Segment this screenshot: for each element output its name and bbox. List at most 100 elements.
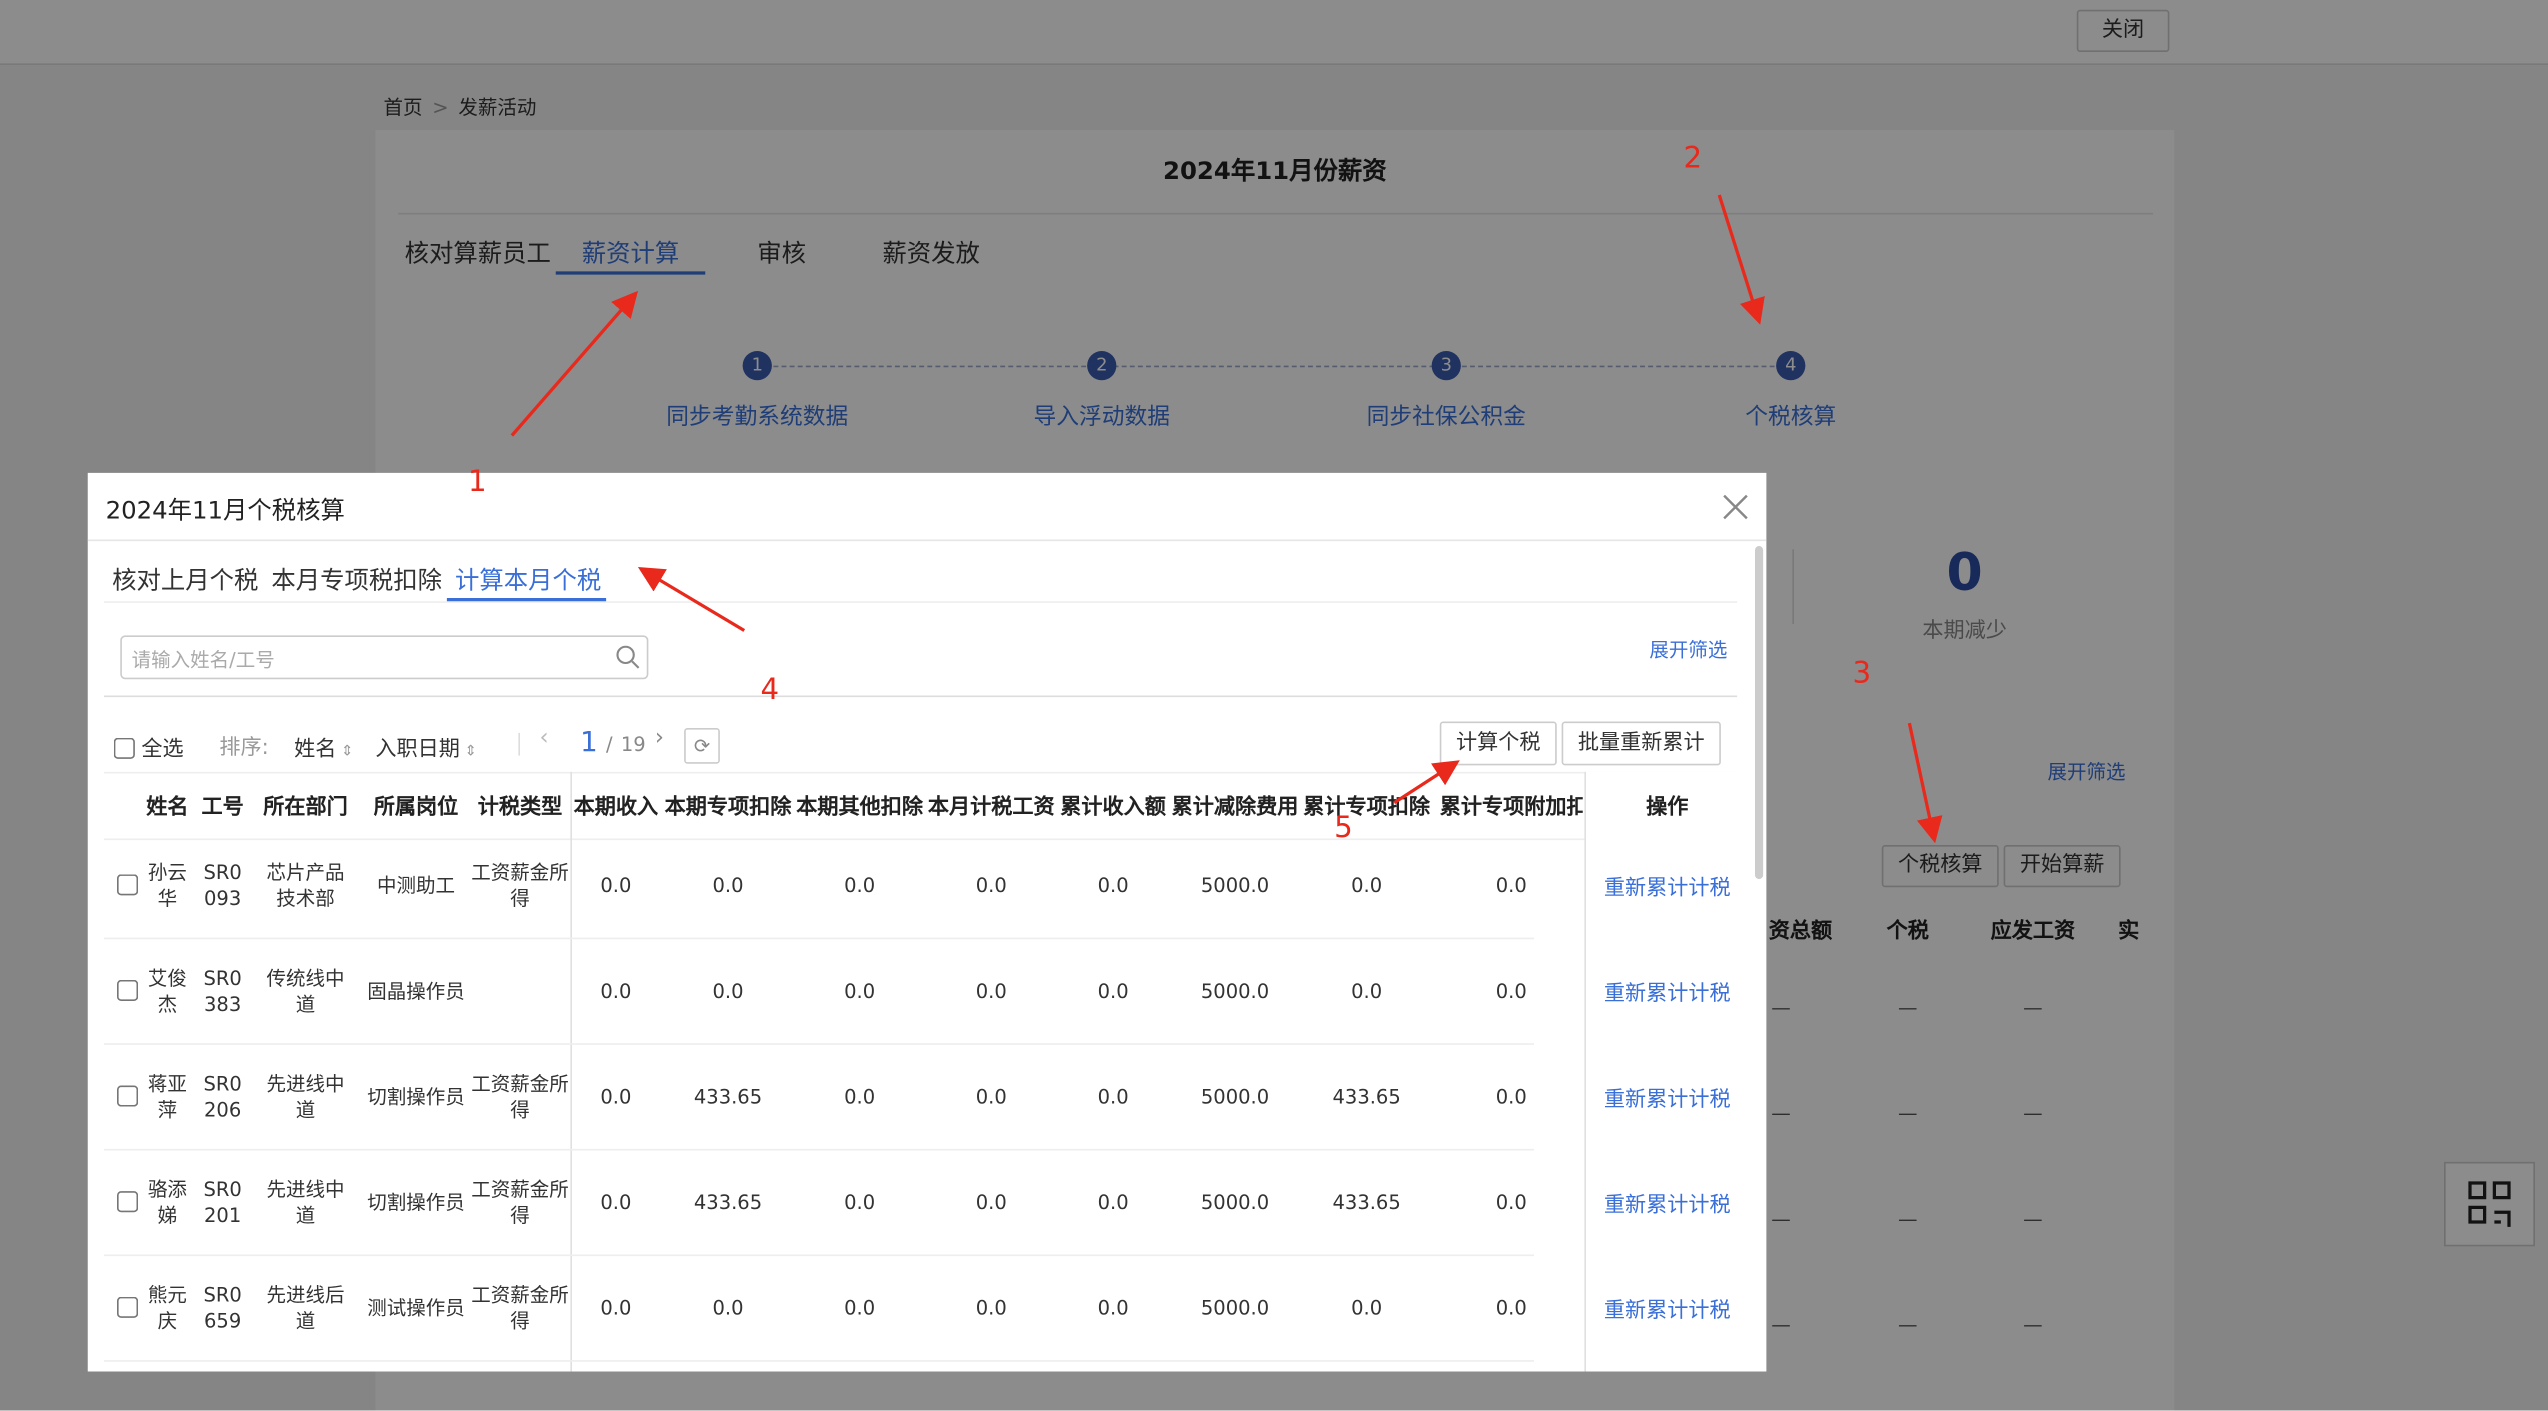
- row-action[interactable]: 重新累计计税: [1603, 982, 1731, 1007]
- search-box[interactable]: 请输入姓名/工号: [120, 635, 649, 680]
- text-cell: SR0659: [203, 1283, 242, 1333]
- value-cell: 0.0: [1097, 979, 1129, 1003]
- tab[interactable]: 薪资计算: [581, 238, 680, 269]
- row-action[interactable]: 重新累计计税: [1603, 1193, 1731, 1218]
- value-cell: 0.0: [600, 874, 632, 897]
- dialog-tab[interactable]: 核对上月个税: [112, 565, 259, 595]
- expand-filter[interactable]: 展开筛选: [2047, 760, 2126, 784]
- text-cell: 工资薪金所得: [471, 1072, 569, 1122]
- row-checkbox[interactable]: [117, 1085, 139, 1107]
- annotation: 1: [468, 464, 487, 498]
- row-divider: [104, 1254, 1534, 1257]
- calc-tax-button[interactable]: 计算个税: [1439, 721, 1557, 766]
- value-cell: 0.0: [844, 1296, 876, 1320]
- column-header: 累计减除费用: [1171, 795, 1299, 820]
- stat-value: 0: [1946, 541, 1983, 603]
- recalc-button[interactable]: 批量重新累计: [1561, 721, 1721, 766]
- text-cell: 骆添娣: [147, 1178, 187, 1227]
- text-cell: 先进线中道: [266, 1178, 345, 1227]
- page-title: 2024年11月份薪资: [1162, 156, 1387, 186]
- refresh[interactable]: ⟳: [684, 728, 720, 764]
- empty-cell: —: [1898, 996, 1918, 1019]
- empty-cell: —: [2023, 1207, 2043, 1231]
- value-cell: 0.0: [1495, 979, 1527, 1003]
- tax-button[interactable]: 个税核算: [1881, 845, 1999, 888]
- row-action[interactable]: 重新累计计税: [1603, 1299, 1731, 1324]
- row-checkbox[interactable]: [117, 979, 139, 1001]
- text-cell: SR0201: [203, 1178, 242, 1227]
- text-cell: 工资薪金所得: [471, 861, 569, 910]
- step-label: 同步社保公积金: [1366, 404, 1526, 431]
- tab[interactable]: 审核: [757, 238, 807, 269]
- empty-cell: —: [1898, 1101, 1918, 1125]
- text-cell: 测试操作员: [367, 1296, 465, 1320]
- row-action[interactable]: 重新累计计税: [1603, 1087, 1731, 1113]
- value-cell: 433.65: [693, 1085, 763, 1109]
- column-header: 实: [2118, 919, 2140, 945]
- text-cell: 先进线后道: [266, 1283, 345, 1333]
- start-button[interactable]: 开始算薪: [2003, 845, 2121, 888]
- dialog-tab[interactable]: 本月专项税扣除: [271, 565, 443, 595]
- select-all-label: 全选: [141, 737, 184, 763]
- text-cell: 工资薪金所得: [471, 1283, 569, 1333]
- arrow: [510, 290, 639, 437]
- step-label: 同步考勤系统数据: [666, 404, 849, 431]
- sort-option[interactable]: 入职日期 ⇕: [375, 737, 477, 763]
- page-total: 19: [620, 732, 646, 756]
- value-cell: 5000.0: [1200, 1296, 1270, 1320]
- column-header: 所在部门: [263, 795, 348, 820]
- qr-button[interactable]: [2444, 1161, 2535, 1247]
- value-cell: 5000.0: [1200, 1191, 1270, 1214]
- annotation: 5: [1334, 810, 1353, 844]
- value-cell: 0.0: [1495, 1085, 1527, 1109]
- row-checkbox[interactable]: [117, 1191, 139, 1213]
- row-action[interactable]: 重新累计计税: [1603, 876, 1731, 902]
- search-placeholder: 请输入姓名/工号: [131, 648, 275, 672]
- value-cell: 0.0: [1495, 1191, 1527, 1214]
- value-cell: 0.0: [600, 1085, 632, 1109]
- sort-label: 排序:: [219, 736, 269, 761]
- next-page[interactable]: ›: [654, 724, 664, 751]
- row-divider: [104, 937, 1534, 940]
- checkbox[interactable]: [113, 737, 135, 759]
- value-cell: 0.0: [1495, 874, 1527, 897]
- dialog-close[interactable]: [1721, 492, 1750, 521]
- value-cell: 0.0: [1097, 1085, 1129, 1109]
- prev-page[interactable]: ‹: [539, 724, 549, 751]
- action-column: [1584, 771, 1751, 1372]
- step-circle: 4: [1776, 351, 1806, 381]
- close-button[interactable]: 关闭: [2076, 9, 2170, 52]
- empty-cell: —: [1771, 1207, 1791, 1231]
- step-circle: 3: [1431, 351, 1461, 381]
- value-cell: 0.0: [1351, 979, 1383, 1003]
- column-header: 资总额: [1768, 919, 1833, 945]
- dialog-tab[interactable]: 计算本月个税: [455, 565, 602, 595]
- crumb[interactable]: 首页: [383, 95, 423, 119]
- text-cell: 切割操作员: [367, 1191, 465, 1214]
- value-cell: 0.0: [1351, 874, 1383, 897]
- tab[interactable]: 核对算薪员工: [404, 238, 551, 269]
- tab-underline: [555, 271, 706, 275]
- value-cell: 5000.0: [1200, 874, 1270, 897]
- sort-option[interactable]: 姓名 ⇕: [294, 737, 354, 763]
- text-cell: 孙云华: [147, 861, 187, 910]
- value-cell: 0.0: [1495, 1296, 1527, 1320]
- expand-filter[interactable]: 展开筛选: [1649, 638, 1728, 662]
- row-checkbox[interactable]: [117, 1296, 139, 1318]
- value-cell: 0.0: [975, 874, 1007, 897]
- empty-cell: —: [2023, 1101, 2043, 1125]
- text-cell: 熊元庆: [147, 1283, 187, 1333]
- value-cell: 0.0: [1097, 874, 1129, 897]
- tab[interactable]: 薪资发放: [882, 238, 980, 269]
- text-cell: 固晶操作员: [367, 979, 465, 1003]
- select-all[interactable]: 全选: [113, 731, 184, 763]
- row-checkbox[interactable]: [117, 874, 139, 896]
- value-cell: 0.0: [712, 1296, 744, 1320]
- text-cell: 先进线中道: [266, 1072, 345, 1122]
- empty-cell: —: [1898, 1313, 1918, 1336]
- text-cell: 工资薪金所得: [471, 1178, 569, 1227]
- column-header: 本期收入: [573, 795, 659, 820]
